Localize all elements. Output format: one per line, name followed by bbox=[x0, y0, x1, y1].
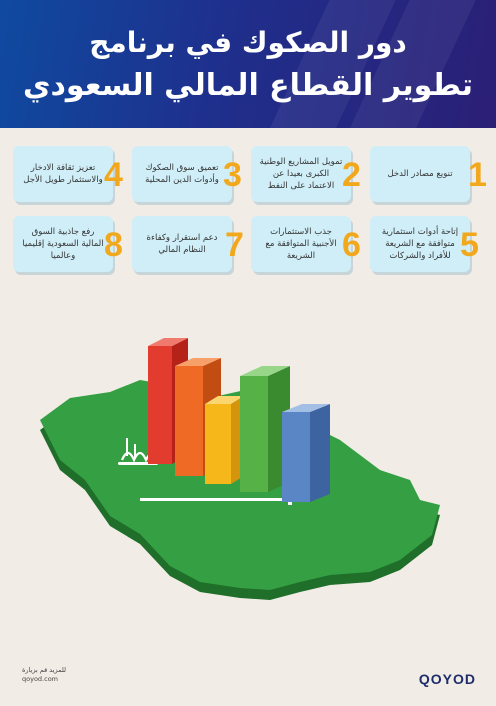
card-6-text: جذب الاستثمارات الأجنبية المتوافقة مع ال… bbox=[265, 227, 337, 261]
card-1: تنويع مصادر الدخل bbox=[370, 146, 470, 202]
card-4: تعزيز ثقافة الادخار والاستثمار طويل الأج… bbox=[13, 146, 113, 202]
card-7-text: دعم استقرار وكفاءة النظام المالي bbox=[146, 233, 218, 255]
card-4-number: 4 bbox=[104, 156, 123, 194]
card-5-number: 5 bbox=[460, 226, 479, 264]
saudi-map-illustration bbox=[40, 338, 440, 600]
card-6: جذب الاستثمارات الأجنبية المتوافقة مع ال… bbox=[251, 216, 351, 272]
card-5-text: إتاحة أدوات استثمارية متوافقة مع الشريعة… bbox=[381, 227, 459, 261]
footer-url[interactable]: qoyod.com bbox=[22, 675, 59, 683]
qoyod-logo: QOYOD bbox=[418, 671, 476, 687]
card-5: إتاحة أدوات استثمارية متوافقة مع الشريعة… bbox=[370, 216, 470, 272]
card-7: دعم استقرار وكفاءة النظام المالي bbox=[132, 216, 232, 272]
card-2-text: تمويل المشاريع الوطنية الكبرى بعيدا عن ا… bbox=[259, 157, 343, 191]
card-2: تمويل المشاريع الوطنية الكبرى بعيدا عن ا… bbox=[251, 146, 351, 202]
card-1-text: تنويع مصادر الدخل bbox=[387, 169, 453, 179]
card-2-number: 2 bbox=[342, 156, 361, 194]
card-1-number: 1 bbox=[468, 156, 487, 194]
page-title-line1: دور الصكوك في برنامج bbox=[89, 26, 407, 59]
card-3-text: تعميق سوق الصكوك وأدوات الدين المحلية bbox=[145, 163, 219, 185]
card-8-text: رفع جاذبية السوق المالية السعودية إقليمي… bbox=[22, 227, 104, 261]
bar-blue bbox=[282, 404, 330, 502]
page-title-line2: تطوير القطاع المالي السعودي bbox=[23, 68, 473, 103]
card-8: رفع جاذبية السوق المالية السعودية إقليمي… bbox=[13, 216, 113, 272]
bar-yellow bbox=[205, 396, 244, 484]
footer-note-line1: للمزيد قم بزيارة bbox=[22, 666, 66, 674]
header-banner: دور الصكوك في برنامج تطوير القطاع المالي… bbox=[0, 0, 496, 128]
card-3-number: 3 bbox=[223, 156, 242, 194]
footer-visit-note: للمزيد قم بزيارة qoyod.com bbox=[22, 666, 66, 684]
card-4-text: تعزيز ثقافة الادخار والاستثمار طويل الأج… bbox=[23, 163, 103, 185]
card-8-number: 8 bbox=[104, 226, 123, 264]
card-6-number: 6 bbox=[342, 226, 361, 264]
card-3: تعميق سوق الصكوك وأدوات الدين المحلية bbox=[132, 146, 232, 202]
card-7-number: 7 bbox=[225, 226, 244, 264]
